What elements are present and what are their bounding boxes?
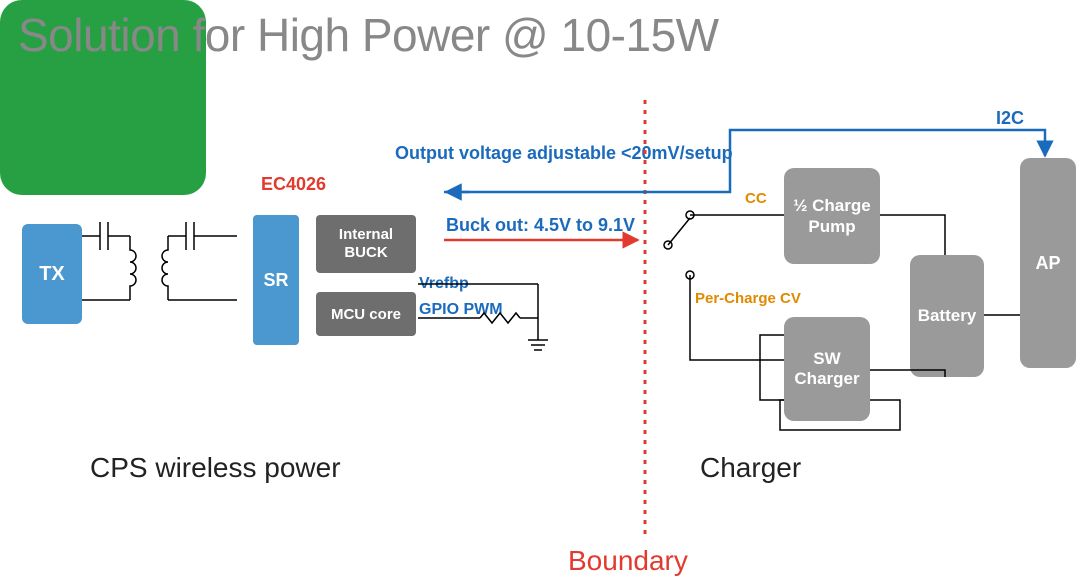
i2c-label: I2C	[996, 108, 1024, 129]
sr-block: SR	[253, 215, 299, 345]
internal-buck-block: Internal BUCK	[316, 215, 416, 273]
sw-charger-block: SW Charger	[784, 317, 870, 421]
output-voltage-label: Output voltage adjustable <20mV/setup	[395, 143, 733, 165]
mcu-core-block: MCU core	[316, 292, 416, 336]
gpio-pwm-label: GPIO PWM	[419, 301, 503, 319]
charge-pump-block: ½ Charge Pump	[784, 168, 880, 264]
per-charge-cv-label: Per-Charge CV	[695, 290, 801, 307]
page-title: Solution for High Power @ 10-15W	[18, 8, 719, 62]
buck-out-label: Buck out: 4.5V to 9.1V	[446, 215, 635, 236]
ec4026-label: EC4026	[261, 174, 326, 195]
battery-block: Battery	[910, 255, 984, 377]
tx-block: TX	[22, 224, 82, 324]
boundary-label: Boundary	[568, 545, 688, 577]
charger-section-label: Charger	[700, 452, 801, 484]
vrefbp-label: Vrefbp	[419, 275, 469, 293]
ap-block: AP	[1020, 158, 1076, 368]
cc-label: CC	[745, 190, 767, 207]
cps-section-label: CPS wireless power	[90, 452, 341, 484]
